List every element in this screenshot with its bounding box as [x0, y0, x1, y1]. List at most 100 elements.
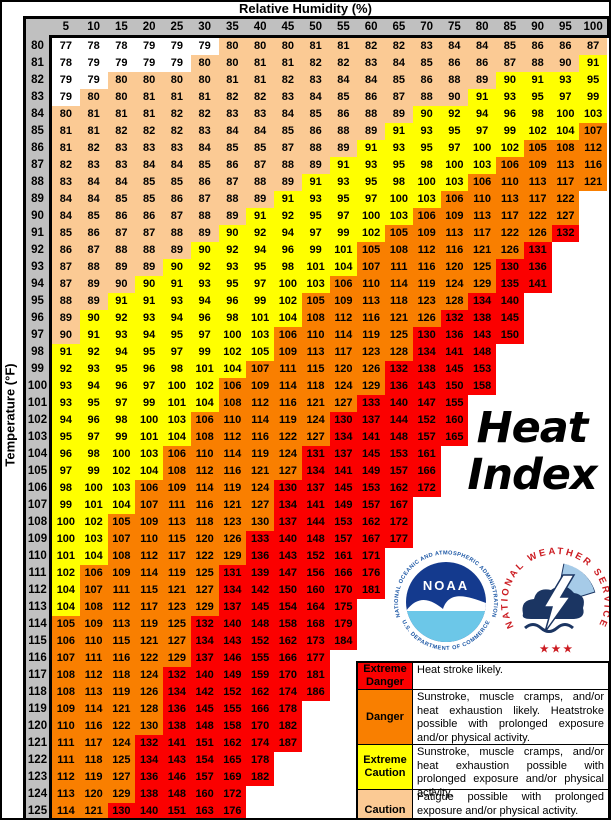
- cell-97-60: 119: [357, 327, 385, 344]
- cell-87-90: 109: [523, 157, 552, 174]
- table-border-top: [23, 16, 610, 19]
- cell-104-45: 124: [274, 446, 302, 463]
- cell-100-50: 118: [301, 378, 330, 395]
- cell-84-70: 90: [412, 106, 441, 123]
- cell-124-25: 148: [163, 786, 191, 803]
- humidity-label-5: 5: [62, 21, 70, 33]
- cell-82-15: 80: [107, 72, 136, 89]
- cell-120-40: 170: [246, 718, 274, 735]
- cell-82-85: 90: [496, 72, 524, 89]
- cell-103-55: 134: [329, 429, 358, 446]
- cell-113-10: 108: [79, 599, 108, 616]
- cell-94-30: 93: [190, 276, 219, 293]
- cell-100-10: 94: [79, 378, 108, 395]
- cell-96-75: 132: [440, 310, 469, 327]
- cell-86-40: 85: [246, 140, 274, 157]
- cell-97-85: 150: [496, 327, 524, 344]
- cell-81-90: 88: [523, 55, 552, 72]
- cell-94-5: 87: [52, 276, 80, 293]
- temp-label-81: 81: [31, 57, 44, 69]
- cell-103-70: 157: [412, 429, 441, 446]
- cell-98-5: 91: [52, 344, 80, 361]
- cell-82-45: 82: [274, 72, 302, 89]
- cell-110-25: 117: [163, 548, 191, 565]
- cell-84-80: 94: [468, 106, 496, 123]
- cell-85-30: 83: [190, 123, 219, 140]
- cell-120-10: 116: [79, 718, 108, 735]
- temp-label-91: 91: [31, 227, 44, 239]
- cell-87-95: 113: [551, 157, 580, 174]
- temp-label-118: 118: [28, 686, 47, 698]
- cell-119-25: 136: [163, 701, 191, 718]
- cell-108-30: 118: [190, 514, 219, 531]
- cell-119-15: 121: [107, 701, 136, 718]
- temp-label-115: 115: [28, 635, 47, 647]
- cell-80-20: 79: [135, 38, 163, 55]
- cell-81-45: 81: [274, 55, 302, 72]
- cell-103-65: 148: [385, 429, 413, 446]
- cell-88-15: 84: [107, 174, 136, 191]
- cell-124-15: 129: [107, 786, 136, 803]
- cell-111-60: 176: [357, 565, 385, 582]
- cell-89-80: 110: [468, 191, 496, 208]
- cell-88-30: 86: [190, 174, 219, 191]
- cell-80-95: 86: [551, 38, 580, 55]
- cell-89-5: 84: [52, 191, 80, 208]
- legend-swatch-caution: Caution: [358, 790, 413, 818]
- cell-81-40: 81: [246, 55, 274, 72]
- temp-label-82: 82: [31, 74, 44, 86]
- cell-99-45: 111: [274, 361, 302, 378]
- watermark-line-2: Index: [467, 450, 597, 500]
- cell-99-20: 96: [135, 361, 163, 378]
- cell-100-45: 114: [274, 378, 302, 395]
- temp-label-114: 114: [28, 618, 47, 630]
- cell-86-90: 105: [523, 140, 552, 157]
- cell-102-70: 152: [412, 412, 441, 429]
- cell-91-80: 117: [468, 225, 496, 242]
- cell-102-50: 124: [301, 412, 330, 429]
- cell-100-30: 102: [190, 378, 219, 395]
- cell-107-45: 134: [274, 497, 302, 514]
- cell-102-65: 144: [385, 412, 413, 429]
- cell-97-75: 136: [440, 327, 469, 344]
- cell-85-95: 104: [551, 123, 580, 140]
- cell-82-35: 81: [218, 72, 247, 89]
- cell-108-50: 144: [301, 514, 330, 531]
- cell-106-30: 114: [190, 480, 219, 497]
- cell-86-5: 81: [52, 140, 80, 157]
- cell-114-40: 148: [246, 616, 274, 633]
- cell-122-5: 111: [52, 752, 80, 769]
- cell-86-95: 108: [551, 140, 580, 157]
- cell-112-10: 107: [79, 582, 108, 599]
- cell-90-15: 86: [107, 208, 136, 225]
- cell-85-5: 81: [52, 123, 80, 140]
- cell-109-30: 120: [190, 531, 219, 548]
- cell-87-5: 82: [52, 157, 80, 174]
- cell-92-25: 89: [163, 242, 191, 259]
- cell-94-55: 106: [329, 276, 358, 293]
- cell-117-30: 140: [190, 667, 219, 684]
- cell-87-35: 86: [218, 157, 247, 174]
- cell-109-40: 133: [246, 531, 274, 548]
- cell-104-10: 98: [79, 446, 108, 463]
- cell-104-65: 153: [385, 446, 413, 463]
- temp-label-80: 80: [31, 40, 44, 52]
- cell-105-10: 99: [79, 463, 108, 480]
- noaa-monogram: NOAA: [423, 578, 469, 593]
- cell-87-55: 91: [329, 157, 358, 174]
- cell-99-35: 104: [218, 361, 247, 378]
- cell-93-25: 90: [163, 259, 191, 276]
- cell-84-25: 82: [163, 106, 191, 123]
- cell-82-70: 86: [412, 72, 441, 89]
- cell-98-35: 102: [218, 344, 247, 361]
- temp-label-99: 99: [31, 363, 44, 375]
- cell-121-15: 124: [107, 735, 136, 752]
- cell-92-10: 87: [79, 242, 108, 259]
- cell-123-10: 119: [79, 769, 108, 786]
- cell-106-35: 119: [218, 480, 247, 497]
- chart-watermark: Heat Index: [456, 405, 608, 499]
- cell-123-40: 182: [246, 769, 274, 786]
- cell-108-20: 109: [135, 514, 163, 531]
- cell-110-35: 129: [218, 548, 247, 565]
- cell-121-40: 174: [246, 735, 274, 752]
